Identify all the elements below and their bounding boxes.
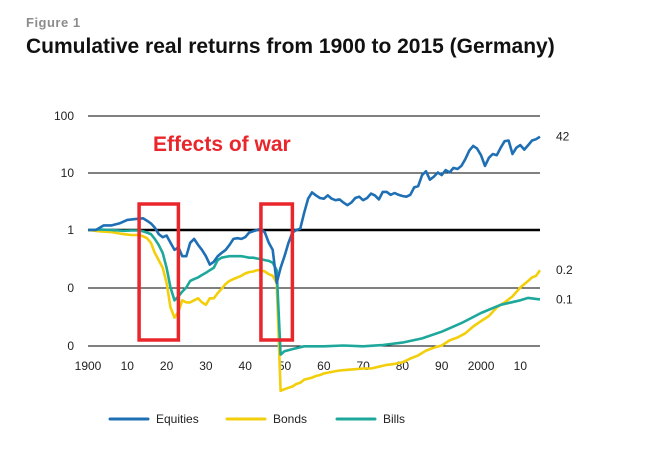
x-tick-label: 30 bbox=[199, 359, 213, 373]
y-tick-label: 0 bbox=[67, 339, 74, 353]
x-tick-label: 10 bbox=[121, 359, 135, 373]
series-line-bills bbox=[87, 228, 541, 356]
y-tick-label: 10 bbox=[61, 166, 75, 180]
x-tick-label: 50 bbox=[278, 359, 292, 373]
series-lines bbox=[87, 135, 542, 393]
x-tick-label: 1900 bbox=[75, 359, 102, 373]
x-tick-label: 20 bbox=[160, 359, 174, 373]
figure-label: Figure 1 bbox=[26, 15, 81, 30]
chart-title: Cumulative real returns from 1900 to 201… bbox=[26, 35, 555, 58]
end-label-equities: 42 bbox=[556, 130, 570, 144]
y-axis-ticks: 0 0 1 10 100 bbox=[54, 109, 74, 353]
x-tick-label: 60 bbox=[317, 359, 331, 373]
war-highlight-boxes bbox=[137, 202, 295, 342]
legend-label-bonds: Bonds bbox=[273, 412, 307, 426]
end-label-bills: 0.1 bbox=[556, 292, 573, 306]
legend: Equities Bonds Bills bbox=[108, 412, 405, 426]
series-line-equities bbox=[88, 135, 541, 285]
end-label-bonds: 0.2 bbox=[556, 263, 573, 277]
series-end-labels: 42 0.2 0.1 bbox=[556, 130, 573, 307]
legend-label-equities: Equities bbox=[156, 412, 199, 426]
x-tick-label: 90 bbox=[435, 359, 449, 373]
y-tick-label: 0 bbox=[67, 281, 74, 295]
war-annotation: Effects of war bbox=[153, 133, 291, 156]
x-tick-label: 40 bbox=[239, 359, 253, 373]
y-tick-label: 1 bbox=[67, 223, 74, 237]
x-tick-label: 70 bbox=[356, 359, 370, 373]
war-highlight-box bbox=[137, 202, 181, 342]
legend-label-bills: Bills bbox=[383, 412, 405, 426]
war-highlight-box bbox=[259, 202, 295, 342]
x-axis-ticks: 1900 10 20 30 40 50 60 70 80 90 2000 10 bbox=[75, 359, 528, 373]
x-tick-label: 10 bbox=[514, 359, 528, 373]
y-tick-label: 100 bbox=[54, 109, 74, 123]
x-tick-label: 2000 bbox=[468, 359, 495, 373]
